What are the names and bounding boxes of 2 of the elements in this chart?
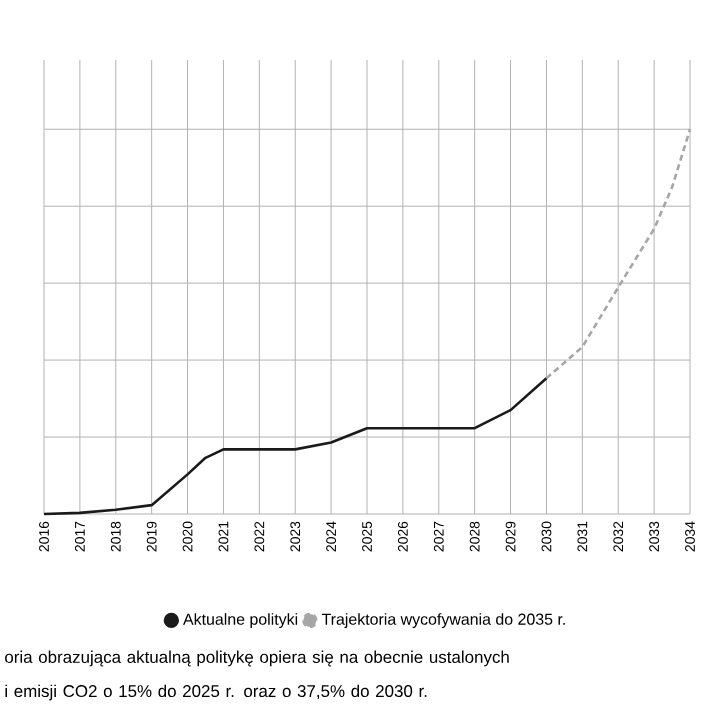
text: oria obrazująca aktualną politykę opiera się na obecnie ustalonych (5, 650, 509, 667)
text: i emisji CO2 o 15% do 2025 r. oraz o 37,5% do 2030 r. (5, 684, 427, 701)
